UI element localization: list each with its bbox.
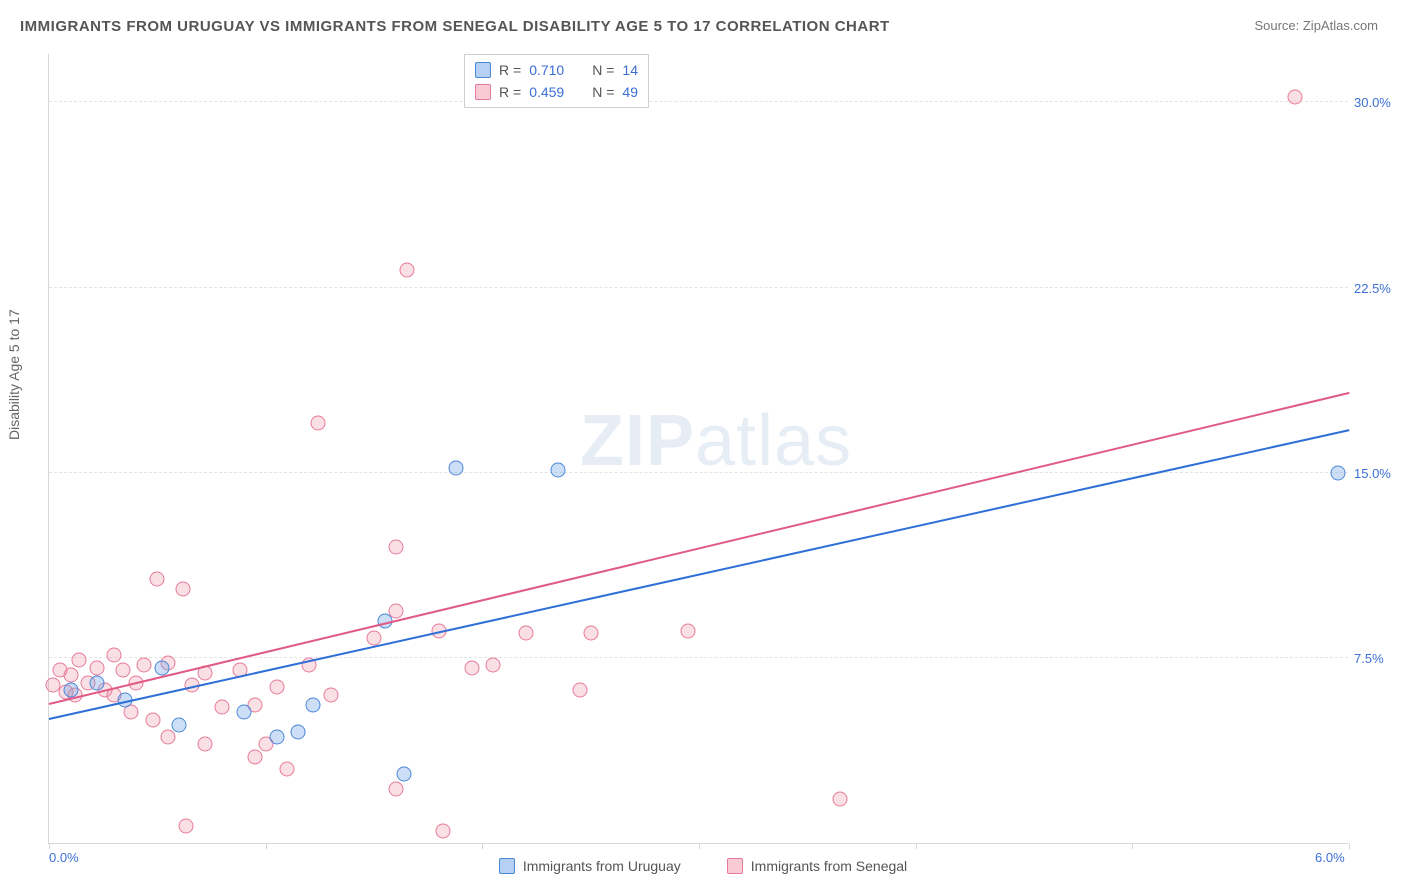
stats-legend: R = 0.710 N = 14 R = 0.459 N = 49 [464, 54, 649, 108]
data-point [464, 660, 479, 675]
data-point [215, 700, 230, 715]
stats-legend-row: R = 0.710 N = 14 [475, 59, 638, 81]
data-point [178, 818, 193, 833]
r-value: 0.710 [529, 62, 564, 78]
legend-swatch [475, 62, 491, 78]
data-point [310, 416, 325, 431]
y-axis-label: Disability Age 5 to 17 [6, 309, 22, 440]
stats-legend-row: R = 0.459 N = 49 [475, 81, 638, 103]
data-point [172, 717, 187, 732]
data-point [280, 761, 295, 776]
data-point [89, 675, 104, 690]
r-value: 0.459 [529, 84, 564, 100]
data-point [72, 653, 87, 668]
series-legend: Immigrants from Uruguay Immigrants from S… [0, 858, 1406, 874]
x-tick [699, 843, 700, 849]
data-point [63, 668, 78, 683]
y-tick-label: 7.5% [1354, 651, 1404, 666]
data-point [89, 660, 104, 675]
data-point [367, 631, 382, 646]
data-point [572, 682, 587, 697]
data-point [388, 539, 403, 554]
data-point [269, 680, 284, 695]
y-tick-label: 15.0% [1354, 466, 1404, 481]
watermark-zip: ZIP [580, 401, 695, 481]
data-point [1287, 90, 1302, 105]
x-tick [1349, 843, 1350, 849]
data-point [388, 781, 403, 796]
data-point [150, 571, 165, 586]
data-point [583, 626, 598, 641]
legend-label: Immigrants from Senegal [751, 858, 907, 874]
data-point [146, 712, 161, 727]
y-tick-label: 22.5% [1354, 281, 1404, 296]
n-label: N = [592, 62, 614, 78]
chart-title: IMMIGRANTS FROM URUGUAY VS IMMIGRANTS FR… [20, 18, 890, 35]
r-label: R = [499, 84, 521, 100]
data-point [551, 463, 566, 478]
data-point [137, 658, 152, 673]
data-point [681, 623, 696, 638]
legend-item: Immigrants from Uruguay [499, 858, 681, 874]
n-value: 49 [622, 84, 638, 100]
r-label: R = [499, 62, 521, 78]
x-tick [49, 843, 50, 849]
legend-swatch [727, 858, 743, 874]
gridline [49, 101, 1348, 102]
data-point [1331, 465, 1346, 480]
data-point [323, 687, 338, 702]
watermark: ZIPatlas [580, 400, 852, 482]
data-point [269, 729, 284, 744]
data-point [107, 648, 122, 663]
gridline [49, 287, 1348, 288]
legend-label: Immigrants from Uruguay [523, 858, 681, 874]
data-point [306, 697, 321, 712]
data-point [399, 263, 414, 278]
y-tick-label: 30.0% [1354, 95, 1404, 110]
data-point [436, 823, 451, 838]
legend-item: Immigrants from Senegal [727, 858, 907, 874]
x-tick [916, 843, 917, 849]
data-point [176, 581, 191, 596]
data-point [63, 682, 78, 697]
watermark-atlas: atlas [695, 401, 852, 481]
data-point [518, 626, 533, 641]
n-label: N = [592, 84, 614, 100]
legend-swatch [475, 84, 491, 100]
data-point [449, 460, 464, 475]
x-tick [1132, 843, 1133, 849]
data-point [237, 705, 252, 720]
legend-swatch [499, 858, 515, 874]
x-tick [482, 843, 483, 849]
data-point [486, 658, 501, 673]
x-tick [266, 843, 267, 849]
data-point [115, 663, 130, 678]
data-point [291, 724, 306, 739]
source-label: Source: ZipAtlas.com [1254, 18, 1378, 33]
data-point [154, 660, 169, 675]
data-point [247, 749, 262, 764]
data-point [198, 737, 213, 752]
n-value: 14 [622, 62, 638, 78]
data-point [161, 729, 176, 744]
data-point [832, 791, 847, 806]
data-point [397, 766, 412, 781]
